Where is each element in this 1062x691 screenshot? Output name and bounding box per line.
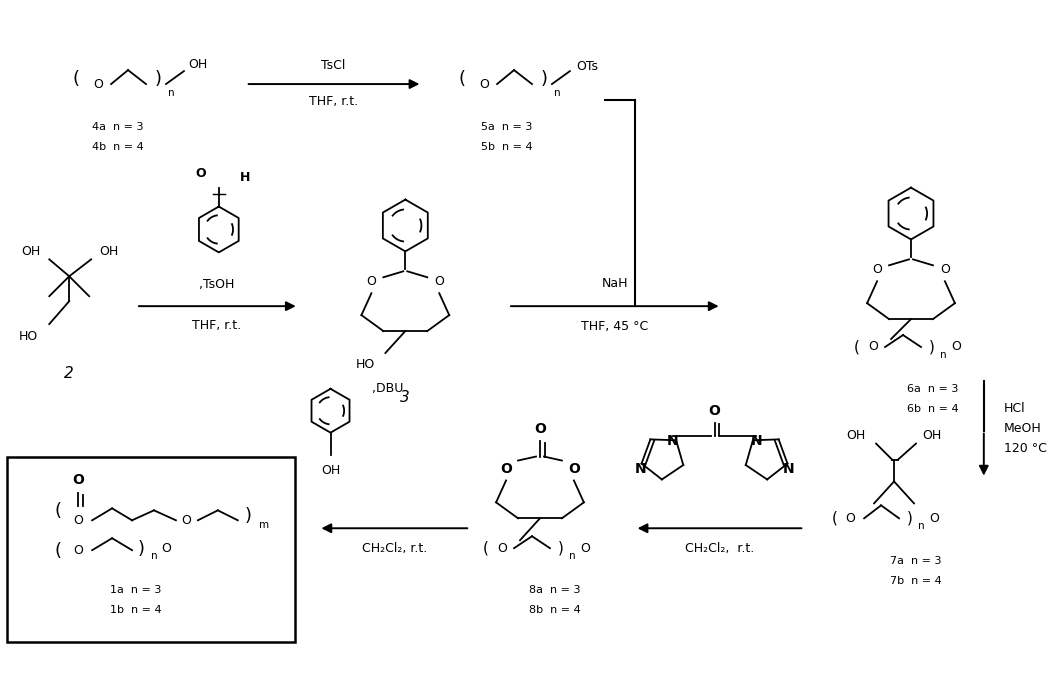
- Text: $\mathsf{)}$: $\mathsf{)}$: [244, 505, 252, 525]
- Text: O: O: [73, 544, 83, 557]
- Text: O: O: [181, 514, 191, 527]
- Text: 4b  n = 4: 4b n = 4: [92, 142, 144, 152]
- Text: 6a  n = 3: 6a n = 3: [907, 384, 959, 394]
- Text: O: O: [940, 263, 949, 276]
- Text: 1a  n = 3: 1a n = 3: [110, 585, 161, 595]
- Text: O: O: [161, 542, 171, 555]
- Text: OH: OH: [100, 245, 119, 258]
- Text: OTs: OTs: [576, 59, 598, 73]
- Text: O: O: [950, 341, 961, 354]
- Text: $\mathsf{)}$: $\mathsf{)}$: [154, 68, 161, 88]
- Text: 5a  n = 3: 5a n = 3: [481, 122, 533, 132]
- Text: ,TsOH: ,TsOH: [200, 278, 235, 291]
- Text: $\mathsf{(}$: $\mathsf{(}$: [853, 338, 859, 356]
- Text: MeOH: MeOH: [1004, 422, 1042, 435]
- Text: O: O: [568, 462, 580, 475]
- Text: $\mathsf{(}$: $\mathsf{(}$: [830, 509, 838, 527]
- Text: O: O: [195, 167, 206, 180]
- Text: 120 °C: 120 °C: [1004, 442, 1047, 455]
- Text: 7b  n = 4: 7b n = 4: [890, 576, 942, 586]
- Text: THF, r.t.: THF, r.t.: [309, 95, 358, 108]
- Bar: [7, 457, 294, 642]
- Text: O: O: [580, 542, 589, 555]
- Text: O: O: [845, 512, 855, 524]
- Text: 8b  n = 4: 8b n = 4: [529, 605, 581, 615]
- Text: HO: HO: [19, 330, 38, 343]
- Text: O: O: [73, 514, 83, 527]
- Text: N: N: [635, 462, 647, 477]
- Text: THF, 45 °C: THF, 45 °C: [581, 319, 649, 332]
- Text: $\mathsf{)}$: $\mathsf{)}$: [906, 509, 912, 527]
- Text: NaH: NaH: [601, 277, 628, 290]
- Text: m: m: [259, 520, 269, 530]
- Text: 8a  n = 3: 8a n = 3: [529, 585, 581, 595]
- Text: $\mathsf{)}$: $\mathsf{)}$: [137, 538, 144, 558]
- Text: $\mathsf{(}$: $\mathsf{(}$: [72, 68, 80, 88]
- Text: O: O: [708, 404, 720, 418]
- Text: n: n: [918, 521, 924, 531]
- Text: n: n: [168, 88, 174, 98]
- Text: n: n: [568, 551, 576, 561]
- Text: $\mathsf{)}$: $\mathsf{)}$: [556, 539, 563, 557]
- Text: OH: OH: [846, 429, 866, 442]
- Text: O: O: [872, 263, 883, 276]
- Text: TsCl: TsCl: [322, 59, 346, 72]
- Text: $\mathsf{(}$: $\mathsf{(}$: [459, 68, 466, 88]
- Text: n: n: [940, 350, 946, 360]
- Text: $\mathsf{(}$: $\mathsf{(}$: [54, 540, 62, 560]
- Text: HCl: HCl: [1004, 402, 1026, 415]
- Text: n: n: [553, 88, 561, 98]
- Text: 2: 2: [65, 366, 74, 381]
- Text: O: O: [479, 77, 490, 91]
- Text: 6b  n = 4: 6b n = 4: [907, 404, 959, 414]
- Text: O: O: [366, 275, 376, 287]
- Text: H: H: [240, 171, 250, 184]
- Text: 1b  n = 4: 1b n = 4: [110, 605, 161, 615]
- Text: OH: OH: [922, 429, 942, 442]
- Text: $\mathsf{(}$: $\mathsf{(}$: [482, 539, 489, 557]
- Text: O: O: [93, 77, 103, 91]
- Text: 5b  n = 4: 5b n = 4: [481, 142, 533, 152]
- Text: N: N: [667, 434, 679, 448]
- Text: O: O: [868, 341, 878, 354]
- Text: $\mathsf{)}$: $\mathsf{)}$: [541, 68, 548, 88]
- Text: 4a  n = 3: 4a n = 3: [92, 122, 143, 132]
- Text: $\mathsf{)}$: $\mathsf{)}$: [928, 338, 935, 356]
- Text: OH: OH: [321, 464, 340, 477]
- Text: N: N: [783, 462, 794, 477]
- Text: OH: OH: [21, 245, 41, 258]
- Text: O: O: [434, 275, 444, 287]
- Text: 7a  n = 3: 7a n = 3: [890, 556, 942, 566]
- Text: 3: 3: [400, 390, 410, 406]
- Text: O: O: [497, 542, 507, 555]
- Text: $\mathsf{(}$: $\mathsf{(}$: [54, 500, 62, 520]
- Text: O: O: [534, 422, 546, 435]
- Text: ,DBU: ,DBU: [373, 382, 404, 395]
- Text: THF, r.t.: THF, r.t.: [192, 319, 241, 332]
- Text: CH₂Cl₂, r.t.: CH₂Cl₂, r.t.: [362, 542, 427, 555]
- Text: O: O: [500, 462, 512, 475]
- Text: N: N: [751, 434, 763, 448]
- Text: OH: OH: [188, 57, 207, 70]
- Text: CH₂Cl₂,  r.t.: CH₂Cl₂, r.t.: [685, 542, 754, 555]
- Text: n: n: [151, 551, 157, 561]
- Text: O: O: [72, 473, 84, 487]
- Text: HO: HO: [356, 359, 375, 372]
- Text: O: O: [929, 512, 939, 524]
